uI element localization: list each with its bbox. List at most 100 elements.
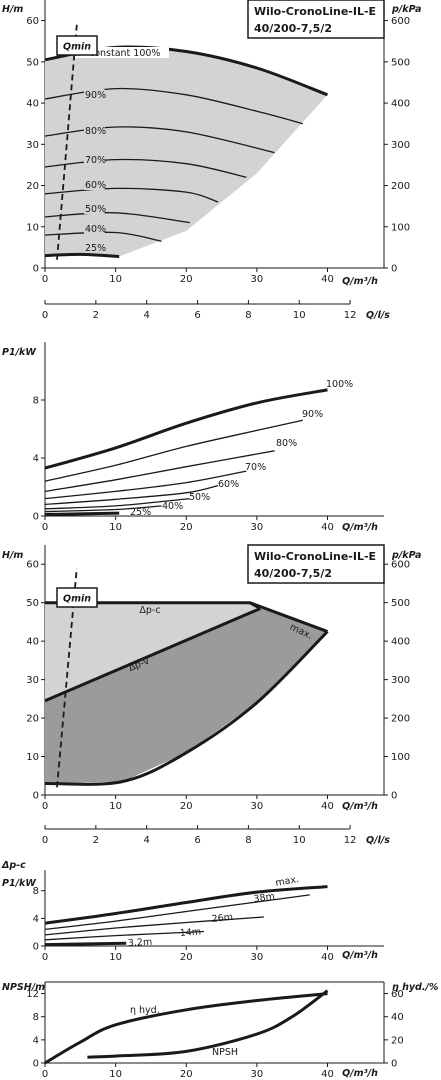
secondary-x-tick-label: 6 bbox=[194, 835, 200, 846]
series-label: 38m bbox=[253, 891, 276, 905]
y-tick-label: 30 bbox=[26, 140, 39, 151]
secondary-x-tick-label: 10 bbox=[293, 310, 306, 321]
series-label: 40% bbox=[162, 501, 183, 512]
right-tick-label: 300 bbox=[391, 140, 410, 151]
title-line-1: Wilo-CronoLine-IL-E bbox=[254, 5, 376, 18]
x-axis-label: Q/m³/h bbox=[342, 522, 378, 533]
y-tick-label: 0 bbox=[33, 942, 39, 953]
x-tick-label: 20 bbox=[180, 274, 193, 285]
series-label: 60% bbox=[85, 180, 106, 191]
series-label: max. bbox=[275, 874, 300, 889]
x-tick-label: 20 bbox=[180, 1069, 193, 1080]
series-label-bg bbox=[84, 179, 105, 190]
x-axis-label: Q/m³/h bbox=[342, 276, 378, 287]
x-tick-label: 40 bbox=[321, 1069, 334, 1080]
series-label-eta-hyd: η hyd. bbox=[130, 1005, 160, 1016]
series-label: 70% bbox=[85, 155, 106, 166]
right-tick-label: 0 bbox=[391, 1059, 397, 1070]
operating-range-area bbox=[45, 46, 328, 257]
y-tick-label: 40 bbox=[26, 637, 39, 648]
series-label: 60% bbox=[218, 479, 239, 490]
y-tick-label: 8 bbox=[33, 396, 39, 407]
y-axis-label: H/m bbox=[2, 550, 23, 561]
series-line-60- bbox=[44, 187, 219, 203]
secondary-x-tick-label: 2 bbox=[93, 835, 99, 846]
series-line-80- bbox=[44, 126, 275, 154]
y-tick-label: 50 bbox=[26, 57, 39, 68]
secondary-x-tick-label: 0 bbox=[42, 835, 48, 846]
series-label-bg bbox=[84, 89, 105, 100]
y-tick-label: 40 bbox=[26, 99, 39, 110]
series-line-100- bbox=[44, 388, 328, 470]
right-tick-label: 600 bbox=[391, 16, 410, 27]
x-tick-label: 40 bbox=[321, 274, 334, 285]
y-axis-label: H/m bbox=[2, 4, 23, 15]
chart-2-axes: 0 10 20 30 40 0 4 8 P1/kW Q/m³/h bbox=[2, 342, 384, 533]
series-line-80- bbox=[44, 450, 275, 493]
series-line-38m bbox=[44, 894, 310, 931]
dp-v-range-area bbox=[45, 608, 328, 784]
x-tick-label: 10 bbox=[109, 274, 122, 285]
title-box: Wilo-CronoLine-IL-E 40/200-7,5/2 bbox=[247, 544, 385, 584]
secondary-x-tick-label: 8 bbox=[245, 835, 251, 846]
x-tick-label: 10 bbox=[109, 801, 122, 812]
right-tick-label: 600 bbox=[391, 560, 410, 571]
qmin-box bbox=[56, 35, 98, 56]
y-tick-label: 0 bbox=[33, 791, 39, 802]
x-tick-label: 0 bbox=[42, 801, 48, 812]
chart-1-axes: 0 10 20 30 400102030405060010020030040050060… bbox=[2, 0, 421, 321]
secondary-x-tick-label: 6 bbox=[194, 310, 200, 321]
y-axis-label: P1/kW bbox=[2, 878, 36, 889]
secondary-x-axis-label: Q/l/s bbox=[366, 310, 390, 321]
y-tick-label: 10 bbox=[26, 752, 39, 763]
y-tick-label: 4 bbox=[33, 454, 39, 465]
y-tick-label: 0 bbox=[33, 512, 39, 523]
right-tick-label: 400 bbox=[391, 99, 410, 110]
y-axis-label: P1/kW bbox=[2, 347, 36, 358]
y-tick-label: 30 bbox=[26, 675, 39, 686]
title-box: Wilo-CronoLine-IL-E 40/200-7,5/2 bbox=[247, 0, 385, 39]
series-label-bg bbox=[84, 223, 105, 234]
x-tick-label: 10 bbox=[109, 1069, 122, 1080]
x-tick-label: 0 bbox=[42, 522, 48, 533]
title-line-1: Wilo-CronoLine-IL-E bbox=[254, 550, 376, 563]
right-tick-label: 500 bbox=[391, 598, 410, 609]
x-tick-label: 30 bbox=[251, 1069, 264, 1080]
series-label: 25% bbox=[130, 507, 151, 518]
y-tick-label: 20 bbox=[26, 181, 39, 192]
y-tick-label: 60 bbox=[26, 560, 39, 571]
right-tick-label: 40 bbox=[391, 1012, 404, 1023]
y-tick-label: 8 bbox=[33, 1012, 39, 1023]
series-label: 40% bbox=[85, 224, 106, 235]
x-tick-label: 30 bbox=[251, 522, 264, 533]
y-tick-label: 50 bbox=[26, 598, 39, 609]
right-tick-label: 0 bbox=[391, 791, 397, 802]
series-label: 50% bbox=[85, 204, 106, 215]
right-tick-label: 400 bbox=[391, 637, 410, 648]
y-tick-label: 0 bbox=[33, 264, 39, 275]
series-line-max- bbox=[44, 885, 328, 925]
x-tick-label: 10 bbox=[109, 522, 122, 533]
title-frame bbox=[247, 0, 385, 39]
x-tick-label: 40 bbox=[321, 952, 334, 963]
secondary-x-tick-label: 8 bbox=[245, 310, 251, 321]
y-tick-label: 0 bbox=[33, 1059, 39, 1070]
series-line-70- bbox=[44, 470, 247, 500]
secondary-x-tick-label: 4 bbox=[144, 835, 150, 846]
right-tick-label: 500 bbox=[391, 57, 410, 68]
series-line-60- bbox=[44, 484, 219, 506]
series-label-npsh: NPSH bbox=[212, 1047, 238, 1058]
secondary-x-tick-label: 12 bbox=[344, 835, 357, 846]
series-line-90- bbox=[44, 419, 303, 482]
series-line-50- bbox=[44, 497, 190, 510]
x-tick-label: 20 bbox=[180, 952, 193, 963]
series-label: 90% bbox=[302, 409, 323, 420]
y-tick-label: 4 bbox=[33, 914, 39, 925]
secondary-x-tick-label: 0 bbox=[42, 310, 48, 321]
series-label-bg bbox=[84, 154, 105, 165]
right-tick-label: 200 bbox=[391, 181, 410, 192]
series-line-40- bbox=[44, 505, 162, 513]
title-frame bbox=[247, 544, 385, 584]
chart-5-axes: 0 10 20 30 40 0 4 8 12 0 20 40 60 NPSH/m η hyd./% Q/m³/… bbox=[2, 981, 438, 1080]
